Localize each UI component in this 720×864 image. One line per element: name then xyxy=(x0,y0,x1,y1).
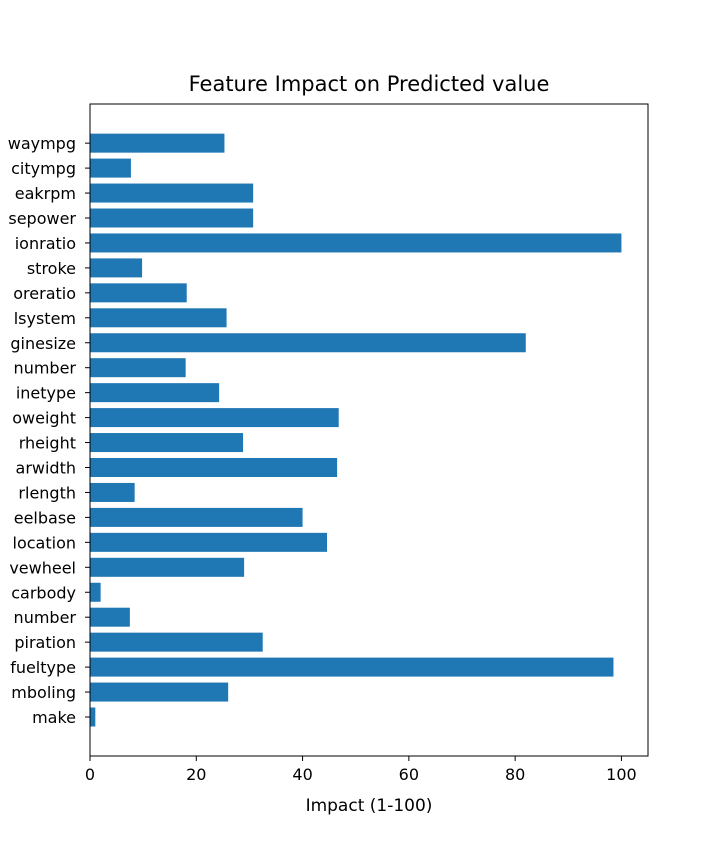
y-tick-label: rlength xyxy=(18,483,76,502)
bar-carbody xyxy=(90,582,101,602)
bar-wheelbase xyxy=(90,507,303,527)
bar-highwaympg xyxy=(90,133,225,153)
plot-frame xyxy=(89,103,649,757)
y-tick-label: eelbase xyxy=(14,508,76,527)
x-tick-label: 80 xyxy=(505,765,525,784)
bar-enginetype xyxy=(90,383,220,403)
y-tick-label: citympg xyxy=(11,159,76,178)
y-tick-label: oweight xyxy=(12,409,76,428)
bar-aspiration xyxy=(90,632,263,652)
bar-symboling xyxy=(90,682,229,702)
bar-peakrpm xyxy=(90,183,254,203)
y-tick-label: rheight xyxy=(19,434,76,453)
bar-cylindernumber xyxy=(90,358,186,378)
bar-citympg xyxy=(90,158,131,178)
bar-enginelocation xyxy=(90,532,328,552)
bar-carlength xyxy=(90,482,135,502)
bar-drivewheel xyxy=(90,557,245,577)
y-tick-label: eakrpm xyxy=(15,184,76,203)
bar-curbweight xyxy=(90,408,339,428)
y-tick-label: location xyxy=(13,533,76,552)
bar-boreratio xyxy=(90,283,187,303)
bar-fuelsystem xyxy=(90,308,227,328)
x-axis: 0 20 40 60 80 100 xyxy=(85,756,637,784)
y-tick-label: stroke xyxy=(27,259,76,278)
x-tick-label: 60 xyxy=(399,765,419,784)
y-tick-label: ionratio xyxy=(15,234,76,253)
x-tick-label: 0 xyxy=(85,765,95,784)
bar-carwidth xyxy=(90,458,338,477)
y-tick-label: make xyxy=(32,708,76,727)
bar-compressionratio xyxy=(90,233,622,253)
x-tick-label: 100 xyxy=(606,765,637,784)
chart-title: Feature Impact on Predicted value xyxy=(189,72,550,96)
x-axis-label: Impact (1-100) xyxy=(306,796,433,816)
y-tick-label: lsystem xyxy=(14,309,76,328)
y-tick-label: ginesize xyxy=(10,334,76,353)
y-tick-label: number xyxy=(14,608,77,627)
y-tick-label: number xyxy=(14,359,77,378)
x-tick-label: 20 xyxy=(186,765,206,784)
y-axis: make mboling fueltype piration number carbody… xyxy=(8,134,90,727)
bar-horsepower xyxy=(90,208,254,228)
y-tick-label: sepower xyxy=(8,209,76,228)
bar-carheight xyxy=(90,433,244,453)
y-tick-label: oreratio xyxy=(13,284,76,303)
bar-make xyxy=(90,707,96,727)
y-tick-label: arwidth xyxy=(16,459,76,478)
x-tick-label: 40 xyxy=(292,765,312,784)
y-tick-label: inetype xyxy=(16,384,76,403)
y-tick-label: fueltype xyxy=(10,658,76,677)
y-tick-label: vewheel xyxy=(9,558,76,577)
y-tick-label: piration xyxy=(14,633,76,652)
bar-doornumber xyxy=(90,607,130,627)
bars-group xyxy=(90,133,622,727)
bar-stroke xyxy=(90,258,143,278)
bar-fueltype xyxy=(90,657,614,677)
y-tick-label: waympg xyxy=(8,134,76,153)
bar-enginesize xyxy=(90,333,526,353)
y-tick-label: carbody xyxy=(11,583,76,602)
y-tick-label: mboling xyxy=(11,683,76,702)
